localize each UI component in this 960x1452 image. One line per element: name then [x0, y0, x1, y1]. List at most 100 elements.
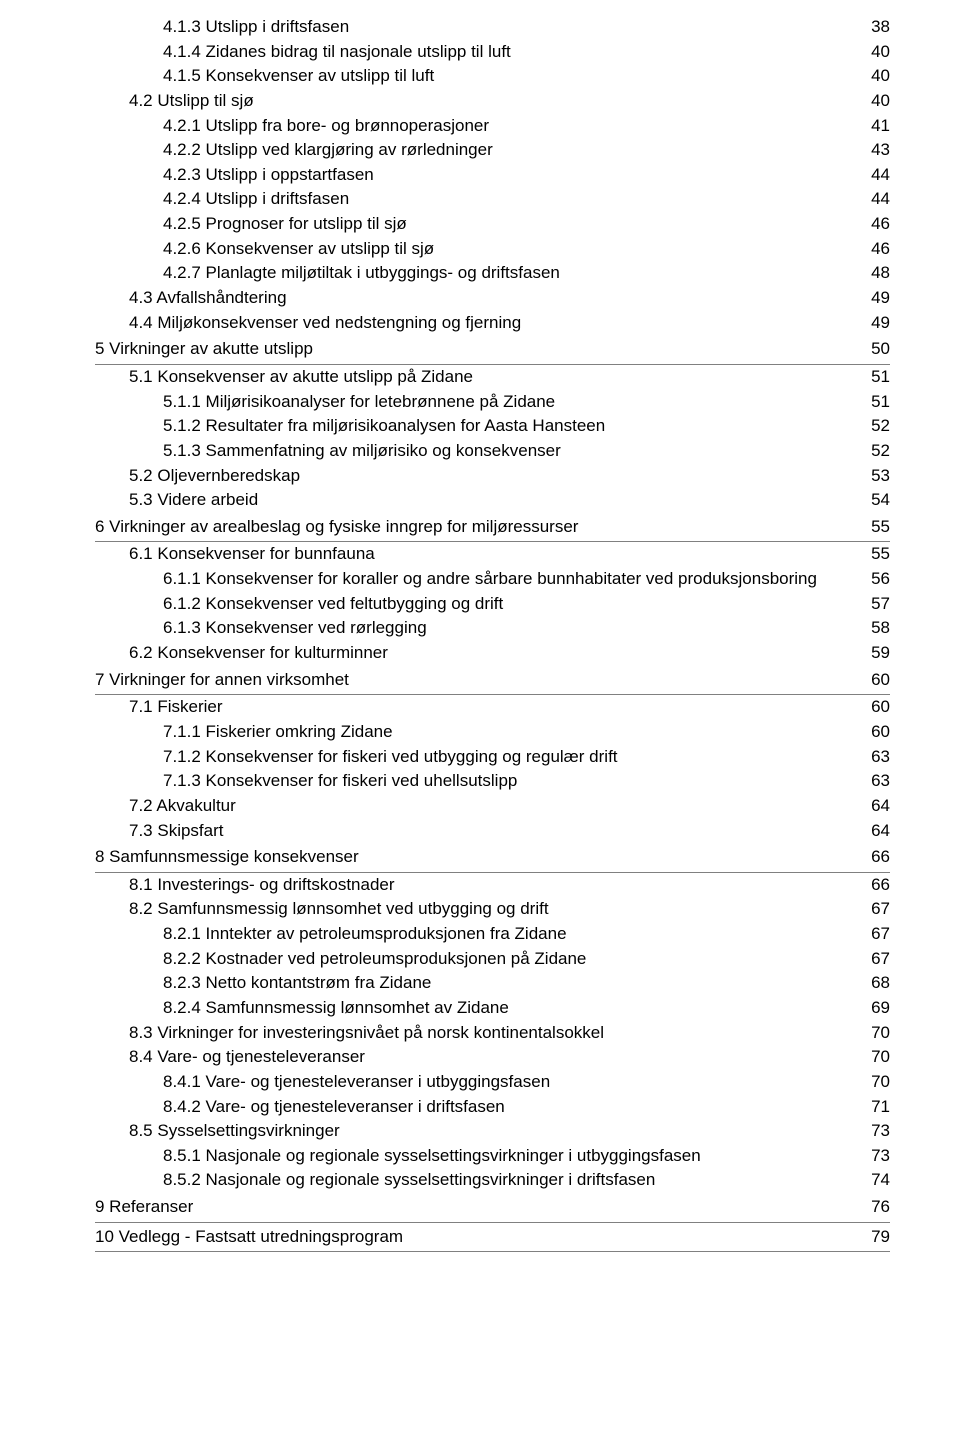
toc-entry: 6.1.1 Konsekvenser for koraller og andre… — [95, 567, 890, 592]
toc-entry-page: 50 — [848, 337, 890, 362]
toc-entry-page: 55 — [848, 542, 890, 567]
toc-entry-page: 76 — [848, 1195, 890, 1220]
toc-entry-title: 8.5 Sysselsettingsvirkninger — [129, 1119, 848, 1144]
toc-entry-title: 4.2.6 Konsekvenser av utslipp til sjø — [163, 237, 848, 262]
toc-entry: 4.2.2 Utslipp ved klargjøring av rørledn… — [95, 138, 890, 163]
toc-entry: 10 Vedlegg - Fastsatt utredningsprogram7… — [95, 1225, 890, 1253]
toc-entry: 4.1.3 Utslipp i driftsfasen38 — [95, 15, 890, 40]
toc-entry-page: 70 — [848, 1045, 890, 1070]
toc-entry: 7.1.2 Konsekvenser for fiskeri ved utbyg… — [95, 745, 890, 770]
toc-entry-page: 68 — [848, 971, 890, 996]
toc-entry-title: 5.2 Oljevernberedskap — [129, 464, 848, 489]
toc-entry-page: 43 — [848, 138, 890, 163]
toc-entry-page: 66 — [848, 873, 890, 898]
toc-entry-title: 4.2.5 Prognoser for utslipp til sjø — [163, 212, 848, 237]
toc-entry-title: 5.1.2 Resultater fra miljørisikoanalysen… — [163, 414, 848, 439]
toc-entry-title: 9 Referanser — [95, 1195, 848, 1220]
toc-entry-title: 7.2 Akvakultur — [129, 794, 848, 819]
toc-entry-title: 6.1 Konsekvenser for bunnfauna — [129, 542, 848, 567]
toc-entry-title: 4.2.3 Utslipp i oppstartfasen — [163, 163, 848, 188]
toc-entry-title: 5.1.1 Miljørisikoanalyser for letebrønne… — [163, 390, 848, 415]
toc-entry-page: 44 — [848, 187, 890, 212]
toc-entry: 8.4.2 Vare- og tjenesteleveranser i drif… — [95, 1095, 890, 1120]
toc-entry: 7.2 Akvakultur64 — [95, 794, 890, 819]
toc-entry-page: 40 — [848, 40, 890, 65]
toc-entry-page: 60 — [848, 695, 890, 720]
toc-entry-page: 71 — [848, 1095, 890, 1120]
toc-entry: 7.1.3 Konsekvenser for fiskeri ved uhell… — [95, 769, 890, 794]
toc-entry: 4.2.4 Utslipp i driftsfasen44 — [95, 187, 890, 212]
toc-entry-title: 4.1.5 Konsekvenser av utslipp til luft — [163, 64, 848, 89]
toc-entry: 8.2 Samfunnsmessig lønnsomhet ved utbygg… — [95, 897, 890, 922]
toc-entry: 5.1.1 Miljørisikoanalyser for letebrønne… — [95, 390, 890, 415]
toc-entry-page: 67 — [848, 897, 890, 922]
toc-entry: 7.1.1 Fiskerier omkring Zidane60 — [95, 720, 890, 745]
toc-entry: 4.2.7 Planlagte miljøtiltak i utbyggings… — [95, 261, 890, 286]
toc-entry: 9 Referanser76 — [95, 1195, 890, 1223]
toc-entry-page: 73 — [848, 1119, 890, 1144]
toc-entry: 8.2.2 Kostnader ved petroleumsproduksjon… — [95, 947, 890, 972]
toc-entry: 6.2 Konsekvenser for kulturminner59 — [95, 641, 890, 666]
toc-entry-title: 8.2.1 Inntekter av petroleumsproduksjone… — [163, 922, 848, 947]
toc-entry-title: 8 Samfunnsmessige konsekvenser — [95, 845, 848, 870]
toc-entry-page: 79 — [848, 1225, 890, 1250]
toc-entry: 4.2.5 Prognoser for utslipp til sjø46 — [95, 212, 890, 237]
toc-entry-title: 4.2.4 Utslipp i driftsfasen — [163, 187, 848, 212]
toc-entry: 8.4 Vare- og tjenesteleveranser70 — [95, 1045, 890, 1070]
toc-entry-title: 4.2 Utslipp til sjø — [129, 89, 848, 114]
toc-entry-page: 60 — [848, 668, 890, 693]
toc-entry-page: 46 — [848, 237, 890, 262]
toc-entry-title: 4.2.7 Planlagte miljøtiltak i utbyggings… — [163, 261, 848, 286]
toc-entry-title: 8.2.2 Kostnader ved petroleumsproduksjon… — [163, 947, 848, 972]
toc-entry-page: 40 — [848, 89, 890, 114]
toc-entry-page: 56 — [848, 567, 890, 592]
toc-entry: 6 Virkninger av arealbeslag og fysiske i… — [95, 515, 890, 543]
toc-list: 4.1.3 Utslipp i driftsfasen384.1.4 Zidan… — [95, 15, 890, 1252]
toc-entry-title: 8.3 Virkninger for investeringsnivået på… — [129, 1021, 848, 1046]
toc-entry-page: 60 — [848, 720, 890, 745]
toc-entry-page: 63 — [848, 745, 890, 770]
toc-entry-title: 8.4.2 Vare- og tjenesteleveranser i drif… — [163, 1095, 848, 1120]
toc-entry: 8.1 Investerings- og driftskostnader66 — [95, 873, 890, 898]
toc-entry: 4.2 Utslipp til sjø40 — [95, 89, 890, 114]
toc-entry-title: 8.5.2 Nasjonale og regionale sysselsetti… — [163, 1168, 848, 1193]
toc-page: 4.1.3 Utslipp i driftsfasen384.1.4 Zidan… — [0, 0, 960, 1452]
toc-entry-title: 5.1.3 Sammenfatning av miljørisiko og ko… — [163, 439, 848, 464]
toc-entry-title: 10 Vedlegg - Fastsatt utredningsprogram — [95, 1225, 848, 1250]
toc-entry-page: 40 — [848, 64, 890, 89]
toc-entry-page: 52 — [848, 414, 890, 439]
toc-entry-page: 49 — [848, 286, 890, 311]
toc-entry-title: 5.1 Konsekvenser av akutte utslipp på Zi… — [129, 365, 848, 390]
toc-entry-title: 8.4.1 Vare- og tjenesteleveranser i utby… — [163, 1070, 848, 1095]
toc-entry: 8.2.1 Inntekter av petroleumsproduksjone… — [95, 922, 890, 947]
toc-entry-page: 70 — [848, 1070, 890, 1095]
toc-entry-page: 67 — [848, 947, 890, 972]
toc-entry-page: 41 — [848, 114, 890, 139]
toc-entry-page: 64 — [848, 794, 890, 819]
toc-entry: 5.1.3 Sammenfatning av miljørisiko og ko… — [95, 439, 890, 464]
toc-entry: 8.2.4 Samfunnsmessig lønnsomhet av Zidan… — [95, 996, 890, 1021]
toc-entry: 5.3 Videre arbeid54 — [95, 488, 890, 513]
toc-entry-title: 8.2.4 Samfunnsmessig lønnsomhet av Zidan… — [163, 996, 848, 1021]
toc-entry: 7 Virkninger for annen virksomhet60 — [95, 668, 890, 696]
toc-entry-title: 6.1.2 Konsekvenser ved feltutbygging og … — [163, 592, 848, 617]
toc-entry-title: 4.4 Miljøkonsekvenser ved nedstengning o… — [129, 311, 848, 336]
toc-entry-page: 44 — [848, 163, 890, 188]
toc-entry-page: 74 — [848, 1168, 890, 1193]
toc-entry-title: 6 Virkninger av arealbeslag og fysiske i… — [95, 515, 848, 540]
toc-entry-page: 59 — [848, 641, 890, 666]
toc-entry: 4.2.6 Konsekvenser av utslipp til sjø46 — [95, 237, 890, 262]
toc-entry: 8.2.3 Netto kontantstrøm fra Zidane68 — [95, 971, 890, 996]
toc-entry-page: 70 — [848, 1021, 890, 1046]
toc-entry: 7.1 Fiskerier60 — [95, 695, 890, 720]
toc-entry: 4.2.3 Utslipp i oppstartfasen44 — [95, 163, 890, 188]
toc-entry: 6.1 Konsekvenser for bunnfauna55 — [95, 542, 890, 567]
toc-entry: 8.3 Virkninger for investeringsnivået på… — [95, 1021, 890, 1046]
toc-entry: 4.3 Avfallshåndtering49 — [95, 286, 890, 311]
toc-entry-page: 49 — [848, 311, 890, 336]
toc-entry-title: 4.1.3 Utslipp i driftsfasen — [163, 15, 848, 40]
toc-entry: 7.3 Skipsfart64 — [95, 819, 890, 844]
toc-entry-title: 7.1.1 Fiskerier omkring Zidane — [163, 720, 848, 745]
toc-entry-page: 66 — [848, 845, 890, 870]
toc-entry-page: 48 — [848, 261, 890, 286]
